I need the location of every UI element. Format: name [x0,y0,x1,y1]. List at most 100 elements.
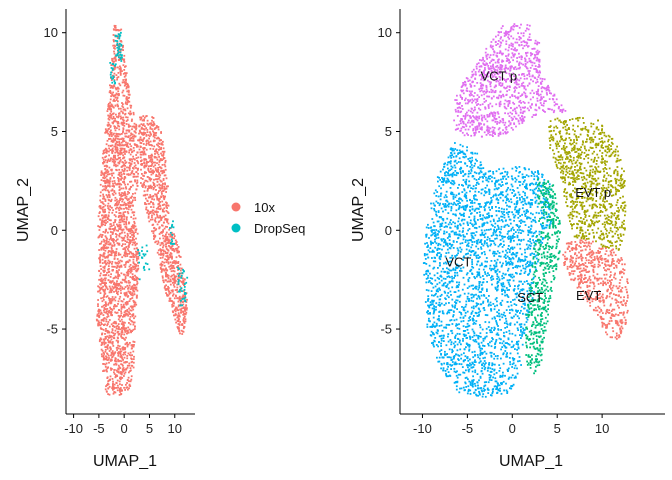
data-point [124,72,126,74]
data-point [141,250,143,252]
data-point [109,90,112,92]
data-point [121,91,124,94]
data-point [147,216,150,219]
data-point [470,134,473,137]
data-point [152,124,154,127]
data-point [177,323,180,325]
data-point [129,367,132,369]
data-point [497,34,500,37]
data-point [472,95,475,98]
data-point [496,54,498,57]
data-point [116,35,118,38]
data-point [119,212,122,215]
data-point [596,153,599,156]
data-point [117,352,119,354]
data-point [512,59,514,62]
data-point [99,288,102,291]
data-point [115,92,118,95]
data-point [109,346,112,349]
data-point [111,250,114,252]
data-point [521,56,523,58]
data-point [593,150,595,153]
data-point [104,346,107,348]
data-point [167,222,170,225]
data-point [164,214,167,217]
data-point [522,40,525,43]
data-point [144,125,146,128]
data-point [490,46,493,49]
data-point [489,44,492,47]
data-point [612,186,614,189]
data-point [478,115,481,118]
data-point [501,59,504,62]
data-point [117,284,120,287]
data-point [599,195,602,198]
data-point [110,133,113,136]
data-point [544,111,546,113]
data-point [150,173,153,176]
data-point [124,277,127,280]
data-point [123,386,125,389]
data-point [456,107,459,109]
data-point [494,121,497,123]
data-point [115,35,117,38]
data-point [138,129,141,132]
data-point [476,98,478,101]
data-point [545,87,548,89]
data-point [112,221,115,224]
data-point [114,45,116,48]
data-point [121,231,123,234]
data-point [553,152,556,155]
data-point [132,361,135,364]
data-point [117,358,119,361]
data-point [507,67,509,70]
data-point [108,147,110,150]
data-point [149,165,152,167]
data-point [121,124,124,126]
data-point [118,33,121,36]
data-point [502,132,505,135]
data-point [133,165,136,168]
data-point [109,228,112,231]
data-point [530,61,532,64]
data-point [107,170,110,173]
data-point [144,262,147,265]
data-point [103,340,106,342]
data-point [552,156,555,159]
data-point [130,364,133,367]
data-point [105,390,108,393]
data-point [116,169,118,172]
data-point [174,279,176,282]
data-point [141,256,143,259]
data-point [108,238,111,241]
data-point [494,68,497,71]
data-point [110,219,112,222]
data-point [110,108,112,111]
data-point [492,45,494,48]
data-point [110,223,112,225]
data-point [116,122,119,125]
data-point [124,351,127,353]
data-point [527,45,529,48]
data-point [579,188,582,190]
data-point [125,293,128,296]
data-point [609,175,612,177]
data-point [171,310,174,313]
data-point [583,205,586,207]
data-point [117,314,120,317]
data-point [158,159,161,162]
data-point [122,220,125,223]
data-point [117,93,119,96]
data-point [507,105,510,107]
data-point [130,256,133,258]
data-point [532,80,534,83]
data-point [135,125,138,127]
data-point [132,184,134,187]
data-point [135,286,138,289]
data-point [105,151,107,154]
data-point [101,262,104,264]
data-point [116,40,119,42]
data-point [128,192,130,194]
data-point [103,304,106,306]
